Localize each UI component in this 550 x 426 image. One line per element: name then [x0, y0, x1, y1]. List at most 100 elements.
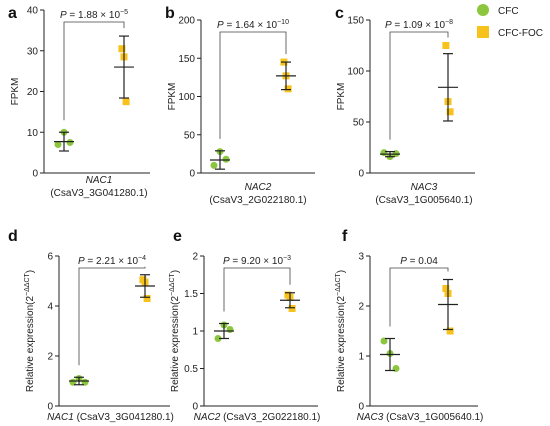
- y-tick-label: 200: [178, 16, 195, 27]
- y-tick-label: 30: [27, 46, 39, 57]
- y-tick-label: 0.5: [184, 364, 198, 375]
- gene-label: NAC2 (CsaV3_2G022180.1): [194, 412, 321, 423]
- legend-item-cfc-foc: CFC-FOC: [477, 26, 543, 39]
- y-tick-label: 0: [358, 169, 364, 180]
- panel-label: d: [8, 228, 18, 245]
- y-tick-label: 50: [184, 130, 196, 141]
- y-tick-label: 0: [189, 169, 195, 180]
- y-tick-label: 0: [192, 402, 198, 413]
- p-value: P = 1.88 × 10−5: [60, 9, 128, 21]
- legend-square-marker: [477, 26, 489, 38]
- series-cfc-foc: [135, 274, 155, 302]
- y-tick-label: 100: [347, 67, 364, 78]
- gene-id: (CsaV3_2G022180.1): [209, 195, 306, 206]
- series-cfc-foc: [280, 291, 300, 312]
- y-tick-label: 0: [32, 169, 38, 180]
- series-cfc: [380, 149, 400, 161]
- series-cfc-foc: [438, 278, 458, 335]
- series-cfc: [69, 375, 89, 386]
- panel-label: a: [8, 5, 17, 22]
- significance-bracket: [219, 31, 287, 139]
- series-cfc: [54, 128, 74, 152]
- p-value: P = 1.64 × 10−10: [217, 19, 289, 31]
- y-axis-label: Relative expression(2−ΔΔCT): [169, 270, 181, 392]
- data-point: [446, 108, 454, 116]
- y-tick-label: 50: [353, 118, 365, 129]
- data-point: [284, 85, 292, 93]
- y-tick-label: 2: [192, 252, 198, 263]
- series-cfc-foc: [114, 35, 134, 106]
- panel-label: c: [335, 5, 344, 22]
- series-cfc: [214, 321, 234, 342]
- data-point: [54, 140, 62, 148]
- y-tick-label: 1: [358, 352, 364, 363]
- series-cfc: [380, 337, 400, 372]
- y-tick-label: 1.5: [184, 289, 198, 300]
- data-point: [288, 305, 296, 312]
- y-tick-label: 0: [47, 402, 53, 413]
- legend-label: CFC: [498, 6, 519, 17]
- significance-bracket: [63, 21, 125, 121]
- y-tick-label: 150: [347, 16, 364, 27]
- p-value: P = 0.04: [400, 256, 438, 267]
- panel-label: b: [165, 5, 175, 22]
- data-point: [66, 138, 74, 146]
- significance-bracket: [389, 31, 449, 140]
- series-cfc: [210, 148, 230, 170]
- data-point: [380, 337, 388, 345]
- panel-e: e 0 0.5 1 1.5 2 Relative expression(2−ΔΔCT) NAC…: [169, 228, 320, 423]
- significance-bracket: [78, 266, 146, 366]
- data-point: [442, 285, 450, 292]
- legend: CFC CFC-FOC: [477, 4, 543, 39]
- y-tick-label: 2: [358, 302, 364, 313]
- p-value: P = 2.21 × 10−4: [78, 255, 146, 267]
- panel-label: e: [173, 228, 182, 245]
- y-tick-label: 4: [47, 302, 53, 313]
- panel-f: f 0 1 2 3 Relative expression(2−ΔΔCT) NAC3 (Cs…: [335, 228, 483, 423]
- p-value: P = 1.09 × 10−8: [385, 19, 453, 31]
- y-tick-label: 20: [27, 87, 39, 98]
- legend-circle-marker: [477, 4, 489, 16]
- gene-id: (CsaV3_3G041280.1): [50, 188, 147, 199]
- data-point: [446, 327, 454, 335]
- y-tick-label: 1: [192, 327, 198, 338]
- y-tick-label: 10: [27, 128, 39, 139]
- gene-label: NAC3 (CsaV3_1G005640.1): [357, 412, 484, 423]
- panel-label: f: [342, 228, 348, 245]
- panel-b: b 0 50 100 150 200 FPKM NAC2 (CsaV3_2G022180.1) P…: [165, 5, 315, 206]
- panel-d: d 0 2 4 6 Relative expression(2−ΔΔCT) NAC1 (Cs…: [8, 228, 174, 423]
- data-point: [143, 295, 151, 302]
- y-axis-label: Relative expression(2−ΔΔCT): [24, 270, 36, 392]
- p-value: P = 9.20 × 10−3: [223, 255, 291, 267]
- y-axis-label: FPKM: [10, 78, 21, 106]
- gene-name: NAC1: [86, 175, 113, 186]
- y-tick-label: 150: [178, 54, 195, 65]
- data-point: [380, 149, 388, 157]
- panel-a: a 0 10 20 30 40 FPKM NAC1 (CsaV3_3G041280.1) P = …: [8, 5, 150, 199]
- data-point: [214, 335, 222, 342]
- y-tick-label: 6: [47, 252, 53, 263]
- legend-item-cfc: CFC: [477, 4, 519, 17]
- y-tick-label: 0: [358, 402, 364, 413]
- y-tick-label: 100: [178, 92, 195, 103]
- data-point: [210, 161, 218, 169]
- data-point: [226, 326, 234, 333]
- significance-bracket: [389, 267, 449, 327]
- data-point: [122, 98, 130, 106]
- y-axis-label: Relative expression(2−ΔΔCT): [335, 270, 347, 392]
- panel-c: c 0 50 100 150 FPKM NAC3 (CsaV3_1G005640.1) P = …: [335, 5, 475, 206]
- y-axis-label: FPKM: [167, 83, 178, 111]
- y-tick-label: 3: [358, 252, 364, 263]
- gene-name: NAC3: [411, 182, 438, 193]
- significance-bracket: [223, 267, 291, 312]
- y-tick-label: 2: [47, 352, 53, 363]
- gene-label: NAC1 (CsaV3_3G041280.1): [47, 412, 174, 423]
- data-point: [118, 45, 126, 53]
- gene-id: (CsaV3_1G005640.1): [375, 195, 472, 206]
- series-cfc-foc: [276, 58, 296, 93]
- legend-label: CFC-FOC: [498, 28, 543, 39]
- y-axis-label: FPKM: [336, 83, 347, 111]
- y-tick-label: 40: [27, 6, 39, 17]
- data-point: [222, 155, 230, 163]
